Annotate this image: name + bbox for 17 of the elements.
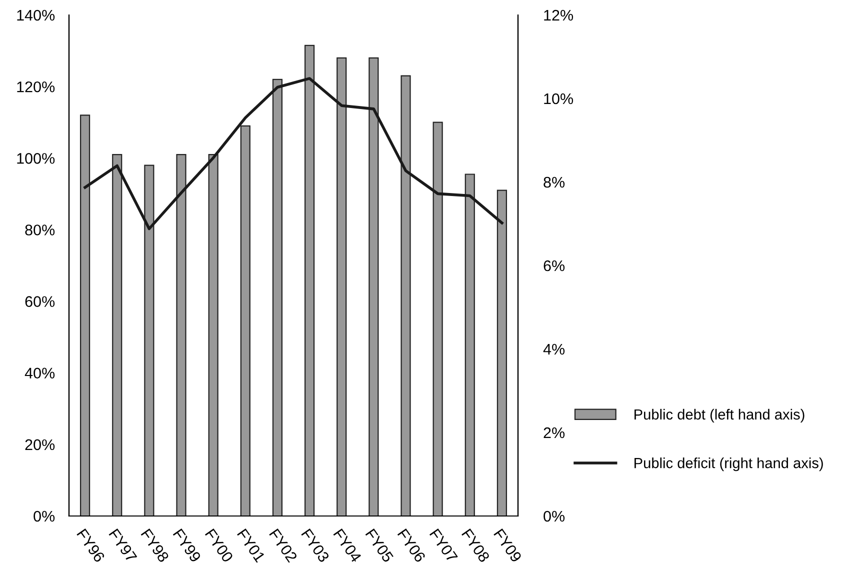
- y-tick-label: 120%: [17, 81, 55, 92]
- y-tick-label: 60%: [25, 296, 55, 307]
- legend-label: Public debt (left hand axis): [634, 408, 804, 422]
- y-tick-label: 0%: [34, 510, 55, 522]
- y-tick-label: 80%: [25, 224, 55, 236]
- y-tick-label: 100%: [17, 153, 55, 164]
- y2-tick-label: 2%: [544, 427, 565, 438]
- y-tick-label: 40%: [24, 368, 55, 379]
- y2-tick-label: 10%: [544, 93, 574, 104]
- legend-label: Public deficit (right hand axis): [634, 458, 823, 472]
- y2-tick-label: 0%: [544, 510, 565, 522]
- y2-tick-label: 12%: [544, 10, 574, 21]
- y2-tick-label: 8%: [544, 176, 565, 188]
- y-tick-label: 140%: [17, 10, 55, 21]
- y2-tick-label: 4%: [543, 344, 565, 355]
- y-tick-label: 20%: [25, 439, 55, 450]
- y2-tick-label: 6%: [544, 260, 565, 272]
